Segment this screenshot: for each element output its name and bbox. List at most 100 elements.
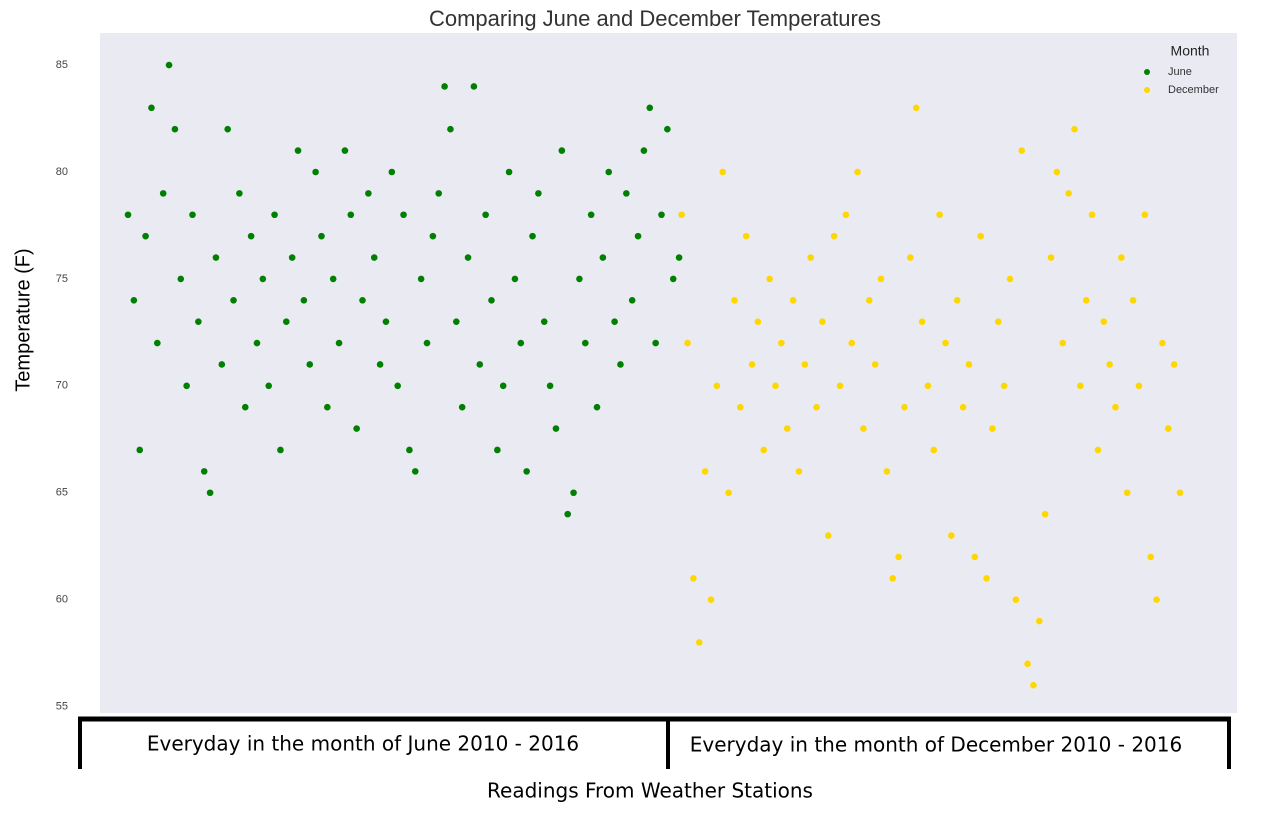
point <box>558 147 566 154</box>
point <box>766 275 773 283</box>
point <box>760 446 768 454</box>
point <box>546 382 554 390</box>
point <box>877 275 885 283</box>
point <box>977 232 984 240</box>
point <box>930 446 938 454</box>
point <box>271 211 278 219</box>
legend-marker <box>1144 87 1150 93</box>
legend-marker <box>1144 69 1150 75</box>
point <box>124 211 132 219</box>
point <box>529 232 536 240</box>
point <box>400 211 407 219</box>
legend-title: Month <box>1171 43 1210 59</box>
point <box>552 425 560 432</box>
point <box>675 254 683 261</box>
point <box>259 275 267 283</box>
point <box>1047 254 1055 261</box>
y-tick-label: 80 <box>56 166 68 178</box>
point <box>200 468 208 475</box>
point <box>707 596 715 603</box>
point <box>253 339 261 347</box>
point <box>789 296 797 304</box>
point <box>713 382 721 390</box>
point <box>177 275 185 283</box>
point <box>453 318 460 325</box>
point <box>807 254 814 261</box>
point <box>936 211 943 219</box>
point <box>458 403 466 411</box>
point <box>918 318 926 325</box>
point <box>488 296 495 304</box>
point <box>778 339 785 347</box>
point <box>388 168 396 176</box>
point <box>365 190 372 197</box>
point <box>646 104 654 112</box>
point <box>1118 254 1125 261</box>
point <box>701 468 709 475</box>
point <box>628 296 636 304</box>
y-tick-label: 70 <box>56 380 68 392</box>
point <box>195 318 202 325</box>
y-tick-label: 85 <box>56 59 68 71</box>
point <box>848 339 856 347</box>
point <box>447 125 454 133</box>
point <box>983 574 990 582</box>
point <box>241 403 249 411</box>
x-axis-label: Readings From Weather Stations <box>487 779 813 803</box>
point <box>312 168 319 176</box>
point <box>282 318 290 325</box>
point <box>224 125 231 133</box>
point <box>329 275 337 283</box>
point <box>669 275 677 283</box>
point <box>994 318 1002 325</box>
point <box>1065 190 1072 197</box>
point <box>482 211 489 219</box>
point <box>854 168 861 176</box>
point <box>1141 211 1149 219</box>
point <box>1094 446 1102 454</box>
point <box>1106 361 1113 368</box>
y-tick-label: 65 <box>56 487 68 499</box>
point <box>382 318 390 325</box>
point <box>725 489 732 497</box>
point <box>658 211 665 219</box>
point <box>731 296 738 304</box>
point <box>593 403 601 411</box>
point <box>1036 617 1043 625</box>
point <box>136 446 144 454</box>
y-tick-label: 60 <box>56 594 68 606</box>
point <box>611 318 618 325</box>
point <box>912 104 920 112</box>
point <box>540 318 548 325</box>
point <box>1100 318 1108 325</box>
point <box>959 403 967 411</box>
point <box>347 211 355 219</box>
point <box>517 339 525 347</box>
point <box>1006 275 1014 283</box>
plot-area <box>100 33 1237 713</box>
point <box>865 296 873 304</box>
point <box>901 403 908 411</box>
point <box>411 468 419 475</box>
point <box>1041 510 1049 518</box>
point <box>617 361 624 368</box>
point <box>335 339 343 347</box>
point <box>159 190 167 197</box>
point <box>1164 425 1172 432</box>
point <box>570 489 577 497</box>
point <box>476 361 484 368</box>
point <box>860 425 867 432</box>
point <box>1153 596 1160 603</box>
point <box>130 296 138 304</box>
point <box>883 468 891 475</box>
x-annotation-boxes <box>78 716 1231 769</box>
point <box>1176 489 1184 497</box>
point <box>206 489 214 497</box>
point <box>370 254 378 261</box>
point <box>277 446 284 454</box>
point <box>212 254 220 261</box>
point <box>1159 339 1166 347</box>
point <box>148 104 155 112</box>
